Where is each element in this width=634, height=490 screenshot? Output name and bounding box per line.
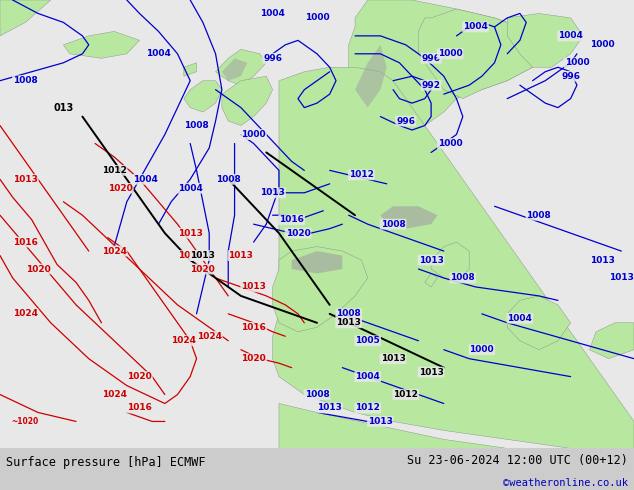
Text: 1000: 1000 <box>438 49 462 58</box>
Text: 996: 996 <box>422 54 441 63</box>
Text: 1008: 1008 <box>526 211 552 220</box>
Polygon shape <box>292 251 342 273</box>
Text: 1013: 1013 <box>13 175 38 184</box>
Polygon shape <box>273 246 368 332</box>
Text: 1013: 1013 <box>228 251 254 260</box>
Polygon shape <box>425 273 437 287</box>
Polygon shape <box>380 206 437 229</box>
Text: 1012: 1012 <box>355 403 380 413</box>
Text: 996: 996 <box>561 72 580 81</box>
Text: 996: 996 <box>396 117 415 125</box>
Polygon shape <box>590 323 634 359</box>
Text: 1004: 1004 <box>146 49 171 58</box>
Text: 1016: 1016 <box>13 238 38 246</box>
Polygon shape <box>507 296 571 350</box>
Text: ©weatheronline.co.uk: ©weatheronline.co.uk <box>503 477 628 488</box>
Text: 1012: 1012 <box>393 390 418 399</box>
Text: 1000: 1000 <box>305 13 329 23</box>
Text: 1020: 1020 <box>127 372 152 381</box>
Polygon shape <box>355 45 387 108</box>
Polygon shape <box>380 103 406 125</box>
Polygon shape <box>184 63 197 76</box>
Text: 1008: 1008 <box>336 309 361 318</box>
Text: 1004: 1004 <box>260 9 285 18</box>
Text: 1013: 1013 <box>418 368 444 377</box>
Text: 1008: 1008 <box>304 390 330 399</box>
Text: 1012: 1012 <box>349 171 374 179</box>
Text: 1013: 1013 <box>178 229 203 238</box>
Polygon shape <box>216 49 266 85</box>
Polygon shape <box>0 0 51 36</box>
Text: 1004: 1004 <box>133 175 158 184</box>
Text: 1004: 1004 <box>178 184 203 193</box>
Text: 013: 013 <box>53 102 74 113</box>
Text: 1013: 1013 <box>609 273 634 282</box>
Text: 1000: 1000 <box>590 40 614 49</box>
Polygon shape <box>184 81 222 112</box>
Text: 1020: 1020 <box>25 265 51 273</box>
Text: 1013: 1013 <box>336 318 361 327</box>
Text: 1008: 1008 <box>184 121 209 130</box>
Text: 1016: 1016 <box>127 403 152 413</box>
Text: 1013: 1013 <box>590 256 615 265</box>
Polygon shape <box>279 404 634 448</box>
Polygon shape <box>507 13 583 67</box>
Text: 1013: 1013 <box>260 188 285 197</box>
Text: 1016: 1016 <box>178 251 203 260</box>
Text: 1024: 1024 <box>197 332 222 341</box>
Text: 1004: 1004 <box>558 31 583 40</box>
Text: 1000: 1000 <box>565 58 589 67</box>
Text: 1004: 1004 <box>463 23 488 31</box>
Polygon shape <box>222 76 273 125</box>
Text: 1024: 1024 <box>101 246 127 256</box>
Text: 1020: 1020 <box>108 184 133 193</box>
Text: 1008: 1008 <box>216 175 241 184</box>
Polygon shape <box>273 67 634 448</box>
Text: 996: 996 <box>263 54 282 63</box>
Text: 1024: 1024 <box>101 390 127 399</box>
Text: 1024: 1024 <box>13 309 38 318</box>
Text: 1000: 1000 <box>242 130 266 139</box>
Text: 1016: 1016 <box>241 323 266 332</box>
Polygon shape <box>431 242 469 282</box>
Text: 1008: 1008 <box>380 220 406 229</box>
Text: 1013: 1013 <box>380 354 406 363</box>
Text: 1005: 1005 <box>355 336 380 345</box>
Text: 1013: 1013 <box>418 256 444 265</box>
Polygon shape <box>222 58 247 81</box>
Text: 1000: 1000 <box>438 139 462 148</box>
Polygon shape <box>63 31 139 58</box>
Text: 1013: 1013 <box>368 417 393 426</box>
Text: 1013: 1013 <box>317 403 342 413</box>
Text: 1004: 1004 <box>355 372 380 381</box>
Text: ~1020: ~1020 <box>12 417 39 426</box>
Text: 1000: 1000 <box>470 345 494 354</box>
Text: 1013: 1013 <box>241 282 266 292</box>
Text: 1024: 1024 <box>171 336 197 345</box>
Text: 1004: 1004 <box>507 314 533 323</box>
Text: 1020: 1020 <box>285 229 311 238</box>
Text: 1008: 1008 <box>13 76 38 85</box>
Polygon shape <box>418 9 539 98</box>
Text: Su 23-06-2024 12:00 UTC (00+12): Su 23-06-2024 12:00 UTC (00+12) <box>407 454 628 467</box>
Text: Surface pressure [hPa] ECMWF: Surface pressure [hPa] ECMWF <box>6 456 206 469</box>
Text: 1016: 1016 <box>279 215 304 224</box>
Text: 1020: 1020 <box>241 354 266 363</box>
Text: 1020: 1020 <box>190 265 216 273</box>
Text: 1008: 1008 <box>450 273 476 282</box>
Text: 1013: 1013 <box>190 251 216 260</box>
Polygon shape <box>349 0 539 144</box>
Text: 1012: 1012 <box>101 166 127 175</box>
Text: 992: 992 <box>422 81 441 90</box>
